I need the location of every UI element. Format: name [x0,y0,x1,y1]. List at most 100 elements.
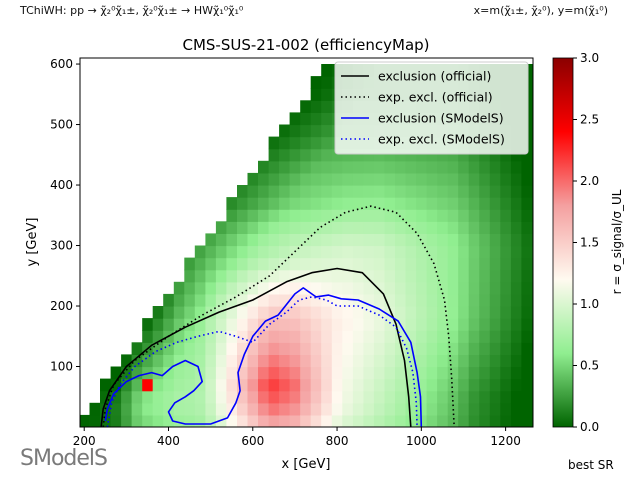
heatmap-cell [342,330,354,343]
heatmap-cell [363,306,375,319]
heatmap-cell [310,124,322,138]
heatmap-cell [342,378,354,392]
heatmap-cell [215,245,227,259]
heatmap-cell [447,209,459,222]
heatmap-cell [384,366,396,380]
heatmap-cell [321,269,333,283]
heatmap-cell [489,330,501,343]
heatmap-cell [352,257,364,271]
heatmap-cell [468,185,480,198]
heatmap-cell [458,281,470,295]
heatmap-cell [289,197,301,210]
heatmap-cell [416,257,428,271]
heatmap-cell [331,306,343,319]
heatmap-cell [258,209,270,222]
heatmap-cell [426,366,438,380]
heatmap-cell [152,306,164,319]
heatmap-cell [331,330,343,343]
heatmap-cell [352,269,364,283]
heatmap-cell [331,209,343,222]
heatmap-cell [363,257,375,271]
heatmap-cell [426,318,438,331]
heatmap-cell [331,414,343,427]
heatmap-cell [416,269,428,283]
heatmap-cell [416,281,428,295]
heatmap-cell [331,197,343,210]
heatmap-cell [510,172,522,186]
heatmap-cell [321,221,333,234]
heatmap-cell [426,233,438,247]
heatmap-cell [300,245,312,259]
heatmap-cell [352,197,364,210]
heatmap-cell [268,245,280,259]
heatmap-cell [215,269,227,283]
heatmap-cell [247,257,259,271]
heatmap-cell [510,354,522,368]
heatmap-cell [447,330,459,343]
heatmap-cell [395,378,407,392]
heatmap-cell [121,390,133,404]
heatmap-cell [437,269,449,283]
heatmap-cell [426,245,438,259]
heatmap-cell [268,257,280,271]
heatmap-cell [268,185,280,198]
heatmap-cell [458,221,470,234]
heatmap-cell [100,378,112,392]
heatmap-cell [489,185,501,198]
colorbar-tick-label: 2.0 [580,174,599,188]
heatmap-cell [373,185,385,198]
heatmap-cell [352,402,364,416]
heatmap-cell [331,172,343,186]
heatmap-cell [279,136,291,150]
heatmap-cell [384,269,396,283]
heatmap-cell [142,414,154,427]
exclusion-curves [100,205,455,427]
heatmap-cell [363,390,375,404]
heatmap-cell [215,330,227,343]
heatmap-cell [468,160,480,174]
heatmap-cell [510,366,522,380]
heatmap-cell [184,269,196,283]
heatmap-cell [342,197,354,210]
heatmap-cell [437,160,449,174]
x-tick-label: 1200 [490,434,521,448]
heatmap-cell [173,306,185,319]
heatmap-cell [163,354,175,368]
heatmap-cell [373,354,385,368]
heatmap-cell [405,342,417,355]
heatmap-cell [310,390,322,404]
heatmap-cell [521,342,533,355]
colorbar-tick-label: 1.5 [580,236,599,250]
heatmap-cell [500,390,512,404]
y-axis-label: y [GeV] [25,218,40,267]
heatmap-cell [447,233,459,247]
heatmap-cell [226,318,238,331]
heatmap-cell [426,257,438,271]
heatmap-cell [363,414,375,427]
heatmap-cell [468,221,480,234]
heatmap-cell [142,354,154,368]
heatmap-cell [194,306,206,319]
heatmap-cell [205,257,217,271]
heatmap-cell [521,197,533,210]
heatmap-cell [479,402,491,416]
heatmap-cell [321,160,333,174]
heatmap-cell [500,172,512,186]
heatmap-cell [395,172,407,186]
heatmap-cell [352,342,364,355]
chart-title: CMS-SUS-21-002 (efficiencyMap) [182,36,429,54]
heatmap-cell [163,402,175,416]
heatmap-cell [173,354,185,368]
legend-label: exp. excl. (SModelS) [378,132,505,147]
heatmap-cell [310,185,322,198]
heatmap-cell [226,330,238,343]
heatmap-cell [373,378,385,392]
heatmap-cell [247,402,259,416]
heatmap-cell [289,306,301,319]
heatmap-cell [184,306,196,319]
heatmap-cell [184,378,196,392]
heatmap-cell [300,281,312,295]
heatmap-cell [437,185,449,198]
heatmap-cell [352,221,364,234]
heatmap-cell [173,414,185,427]
